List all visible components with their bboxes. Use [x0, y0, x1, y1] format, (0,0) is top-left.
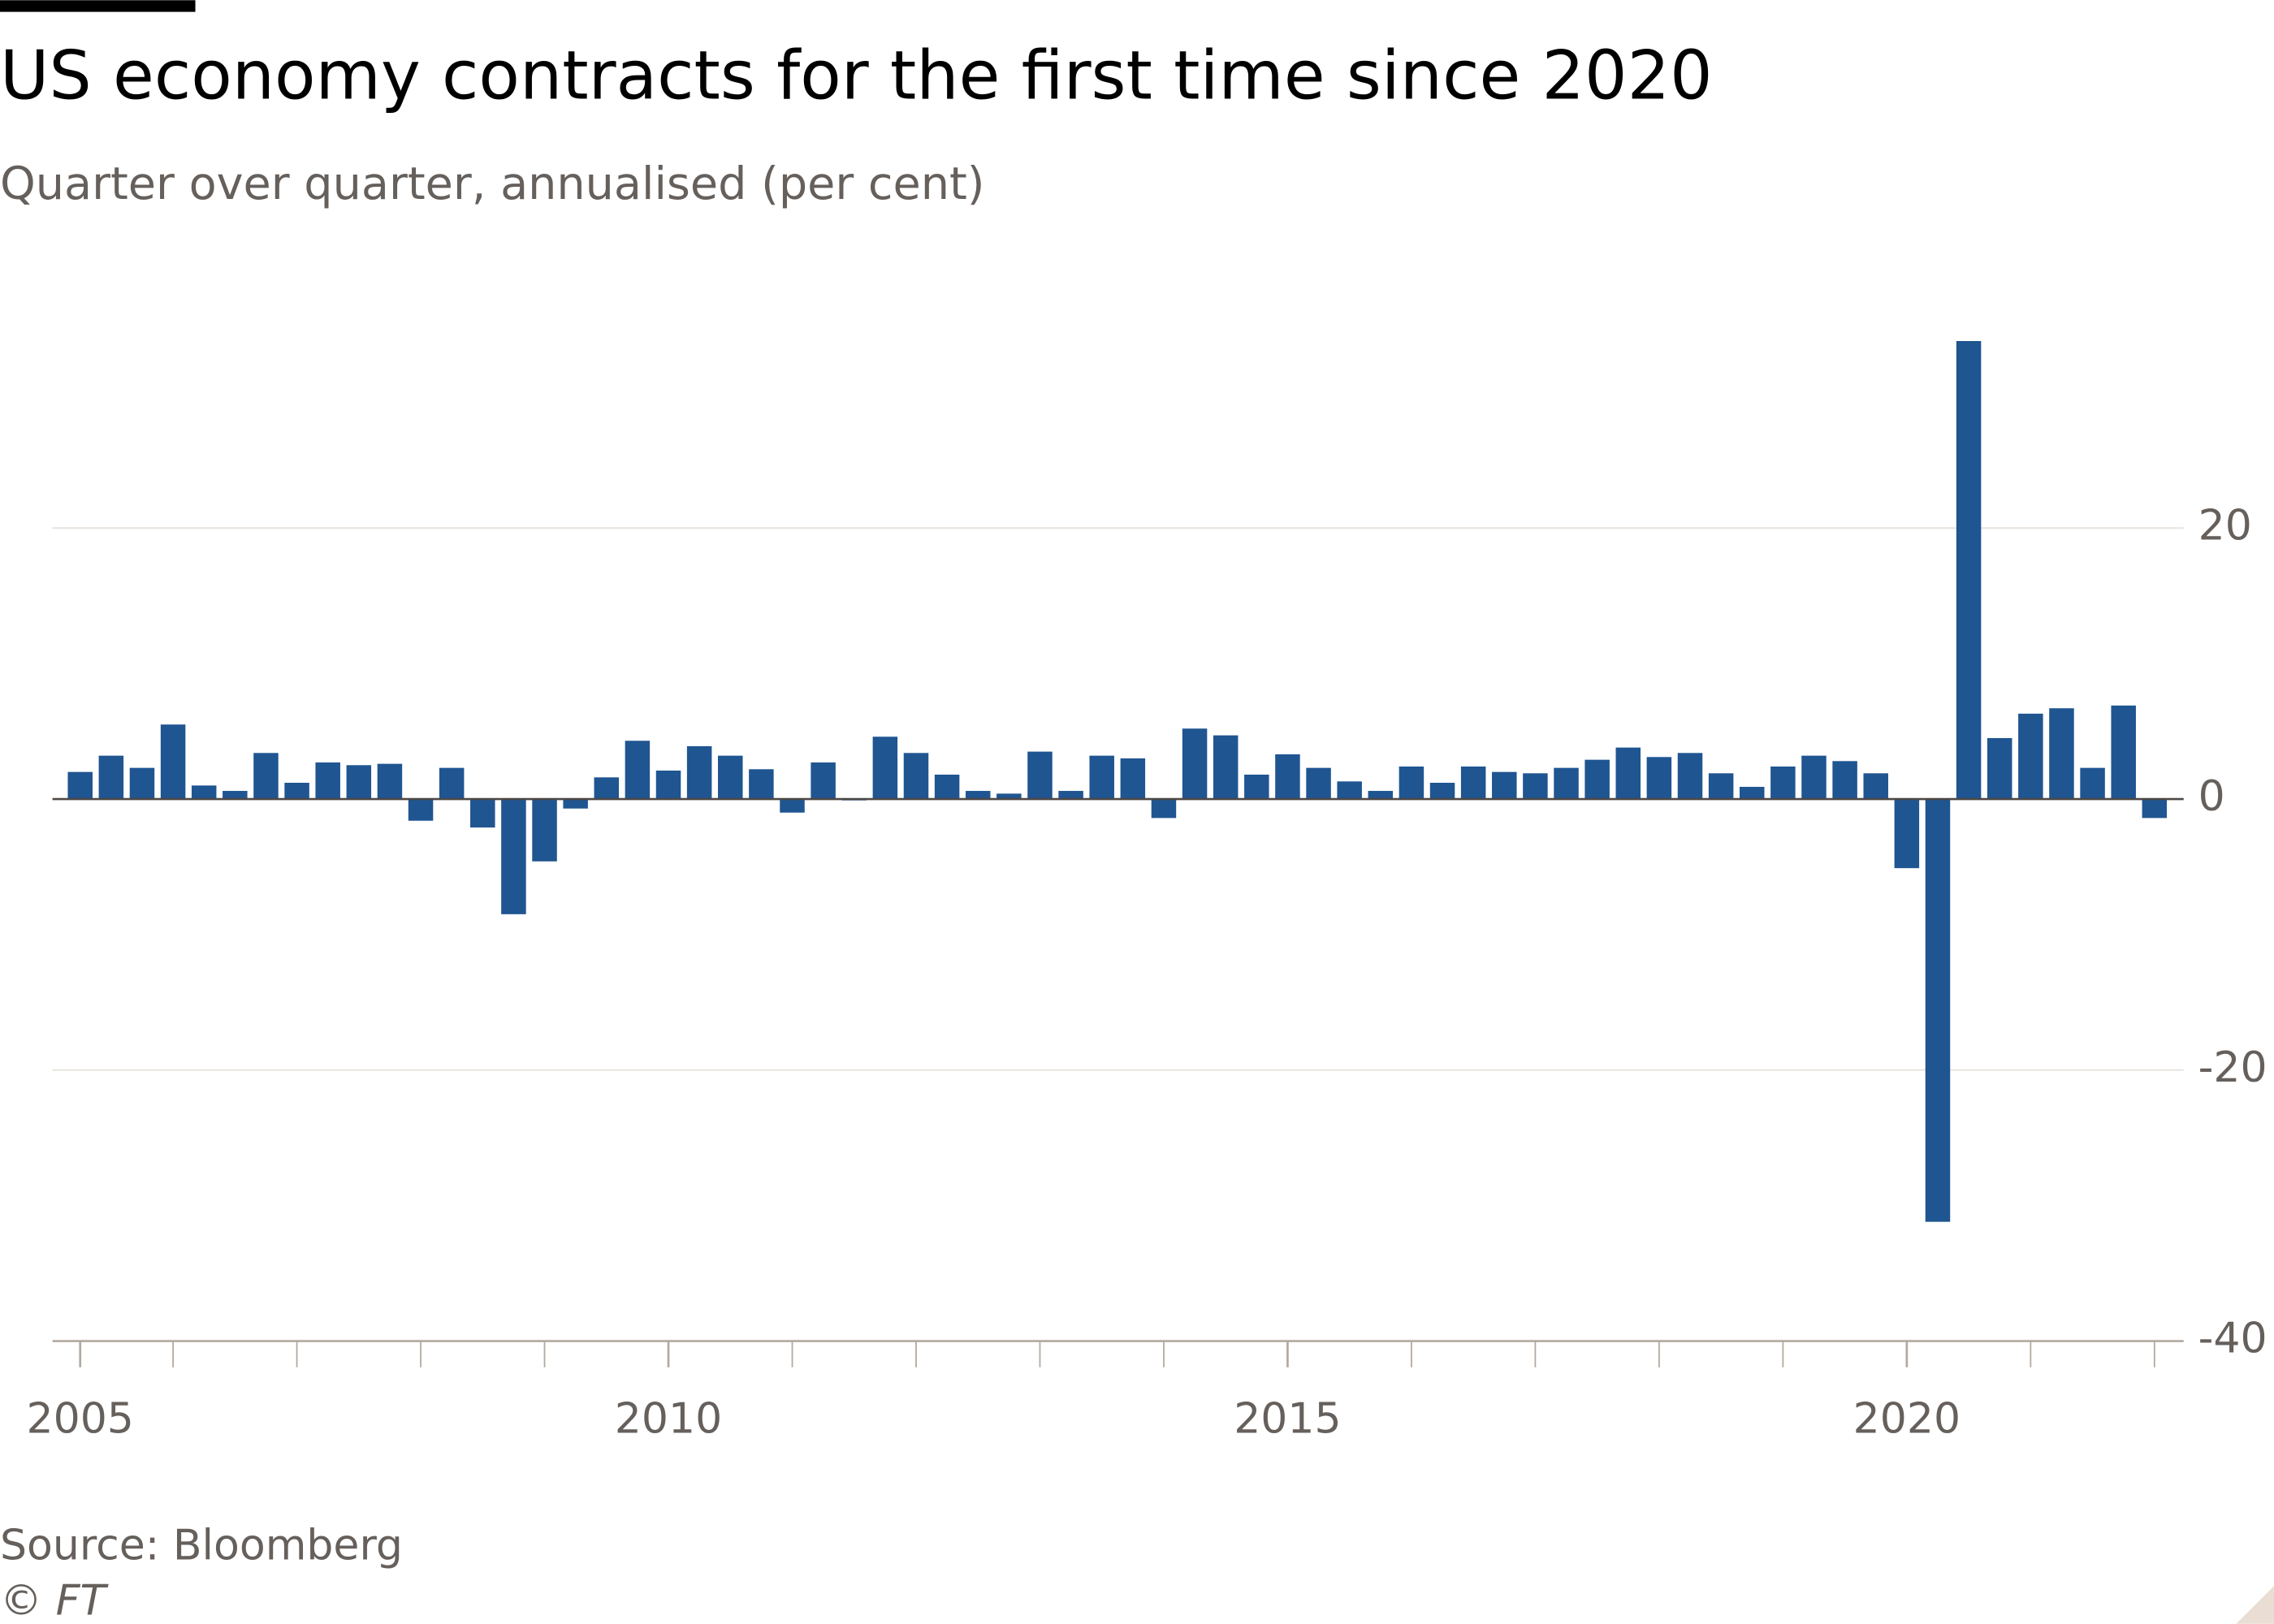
- bar: [1089, 755, 1114, 800]
- bar: [1058, 791, 1083, 800]
- x-tick-label: 2010: [615, 1394, 722, 1443]
- bar: [1554, 767, 1579, 800]
- bar: [470, 799, 495, 828]
- bar: [532, 799, 557, 862]
- x-tick-label: 2005: [26, 1394, 133, 1443]
- bar: [1987, 737, 2012, 800]
- y-tick-label: 20: [2198, 501, 2252, 550]
- bar: [1584, 759, 1610, 800]
- bar: [965, 791, 991, 800]
- bar: [501, 799, 526, 914]
- bar: [1306, 767, 1331, 800]
- bar: [1460, 766, 1486, 800]
- y-tick-label: -40: [2198, 1315, 2268, 1363]
- bar: [686, 745, 712, 800]
- bar: [1244, 775, 1269, 800]
- bar: [996, 793, 1022, 800]
- bar: [408, 799, 434, 821]
- bar: [284, 783, 309, 800]
- chart-title: US economy contracts for the first time …: [0, 37, 1713, 114]
- bar: [1770, 766, 1796, 800]
- bar: [625, 741, 651, 800]
- bar: [1677, 753, 1703, 800]
- bar: [2049, 708, 2074, 800]
- bar: [1368, 791, 1394, 800]
- bar: [2111, 705, 2136, 800]
- bar: [223, 791, 248, 800]
- bar: [1027, 751, 1053, 800]
- brand-bar: [0, 0, 196, 12]
- bar: [1708, 773, 1734, 800]
- bar: [1956, 341, 1982, 800]
- bar: [98, 755, 124, 800]
- bar: [718, 755, 743, 800]
- bar: [1646, 757, 1672, 800]
- credit: © FT: [0, 1577, 110, 1624]
- bar: [1863, 773, 1888, 800]
- bar: [655, 770, 681, 800]
- corner-mark: [2236, 1586, 2274, 1624]
- bar: [1894, 799, 1920, 869]
- bar: [191, 785, 217, 800]
- y-tick-label: 0: [2198, 772, 2225, 821]
- bar: [594, 777, 620, 800]
- bar: [129, 767, 155, 800]
- bar: [903, 753, 929, 800]
- bar: [1925, 799, 1951, 1222]
- bar: [872, 736, 898, 800]
- bar: [1615, 747, 1641, 800]
- bar: [253, 753, 279, 800]
- bar: [811, 762, 836, 800]
- bar: [1492, 771, 1517, 800]
- bar: [439, 767, 465, 800]
- bar: [934, 775, 960, 800]
- bar: [315, 762, 340, 800]
- x-tick-label: 2020: [1853, 1394, 1961, 1443]
- bar: [1275, 754, 1300, 800]
- bar: [1740, 787, 1765, 800]
- chart-subtitle: Quarter over quarter, annualised (per ce…: [0, 158, 984, 210]
- source: Source: Bloomberg: [0, 1521, 403, 1570]
- bar: [1337, 781, 1362, 800]
- bar: [1151, 799, 1177, 818]
- bar: [1182, 728, 1208, 800]
- bar: [160, 724, 186, 800]
- bar: [2142, 799, 2168, 818]
- bar: [1429, 783, 1455, 800]
- bar: [346, 765, 372, 800]
- bar: [1523, 773, 1548, 800]
- bar: [1213, 735, 1239, 800]
- bar: [1399, 766, 1424, 800]
- bar: [780, 799, 805, 813]
- bar: [2018, 713, 2043, 800]
- bar: [1120, 758, 1146, 800]
- y-tick-label: -20: [2198, 1043, 2268, 1092]
- bar: [67, 771, 93, 800]
- bar: [2080, 767, 2105, 800]
- bar: [377, 763, 403, 800]
- bar: [563, 799, 588, 809]
- x-tick-label: 2015: [1234, 1394, 1341, 1443]
- bar: [749, 769, 774, 800]
- bar: [1801, 755, 1827, 800]
- bar: [1832, 761, 1857, 800]
